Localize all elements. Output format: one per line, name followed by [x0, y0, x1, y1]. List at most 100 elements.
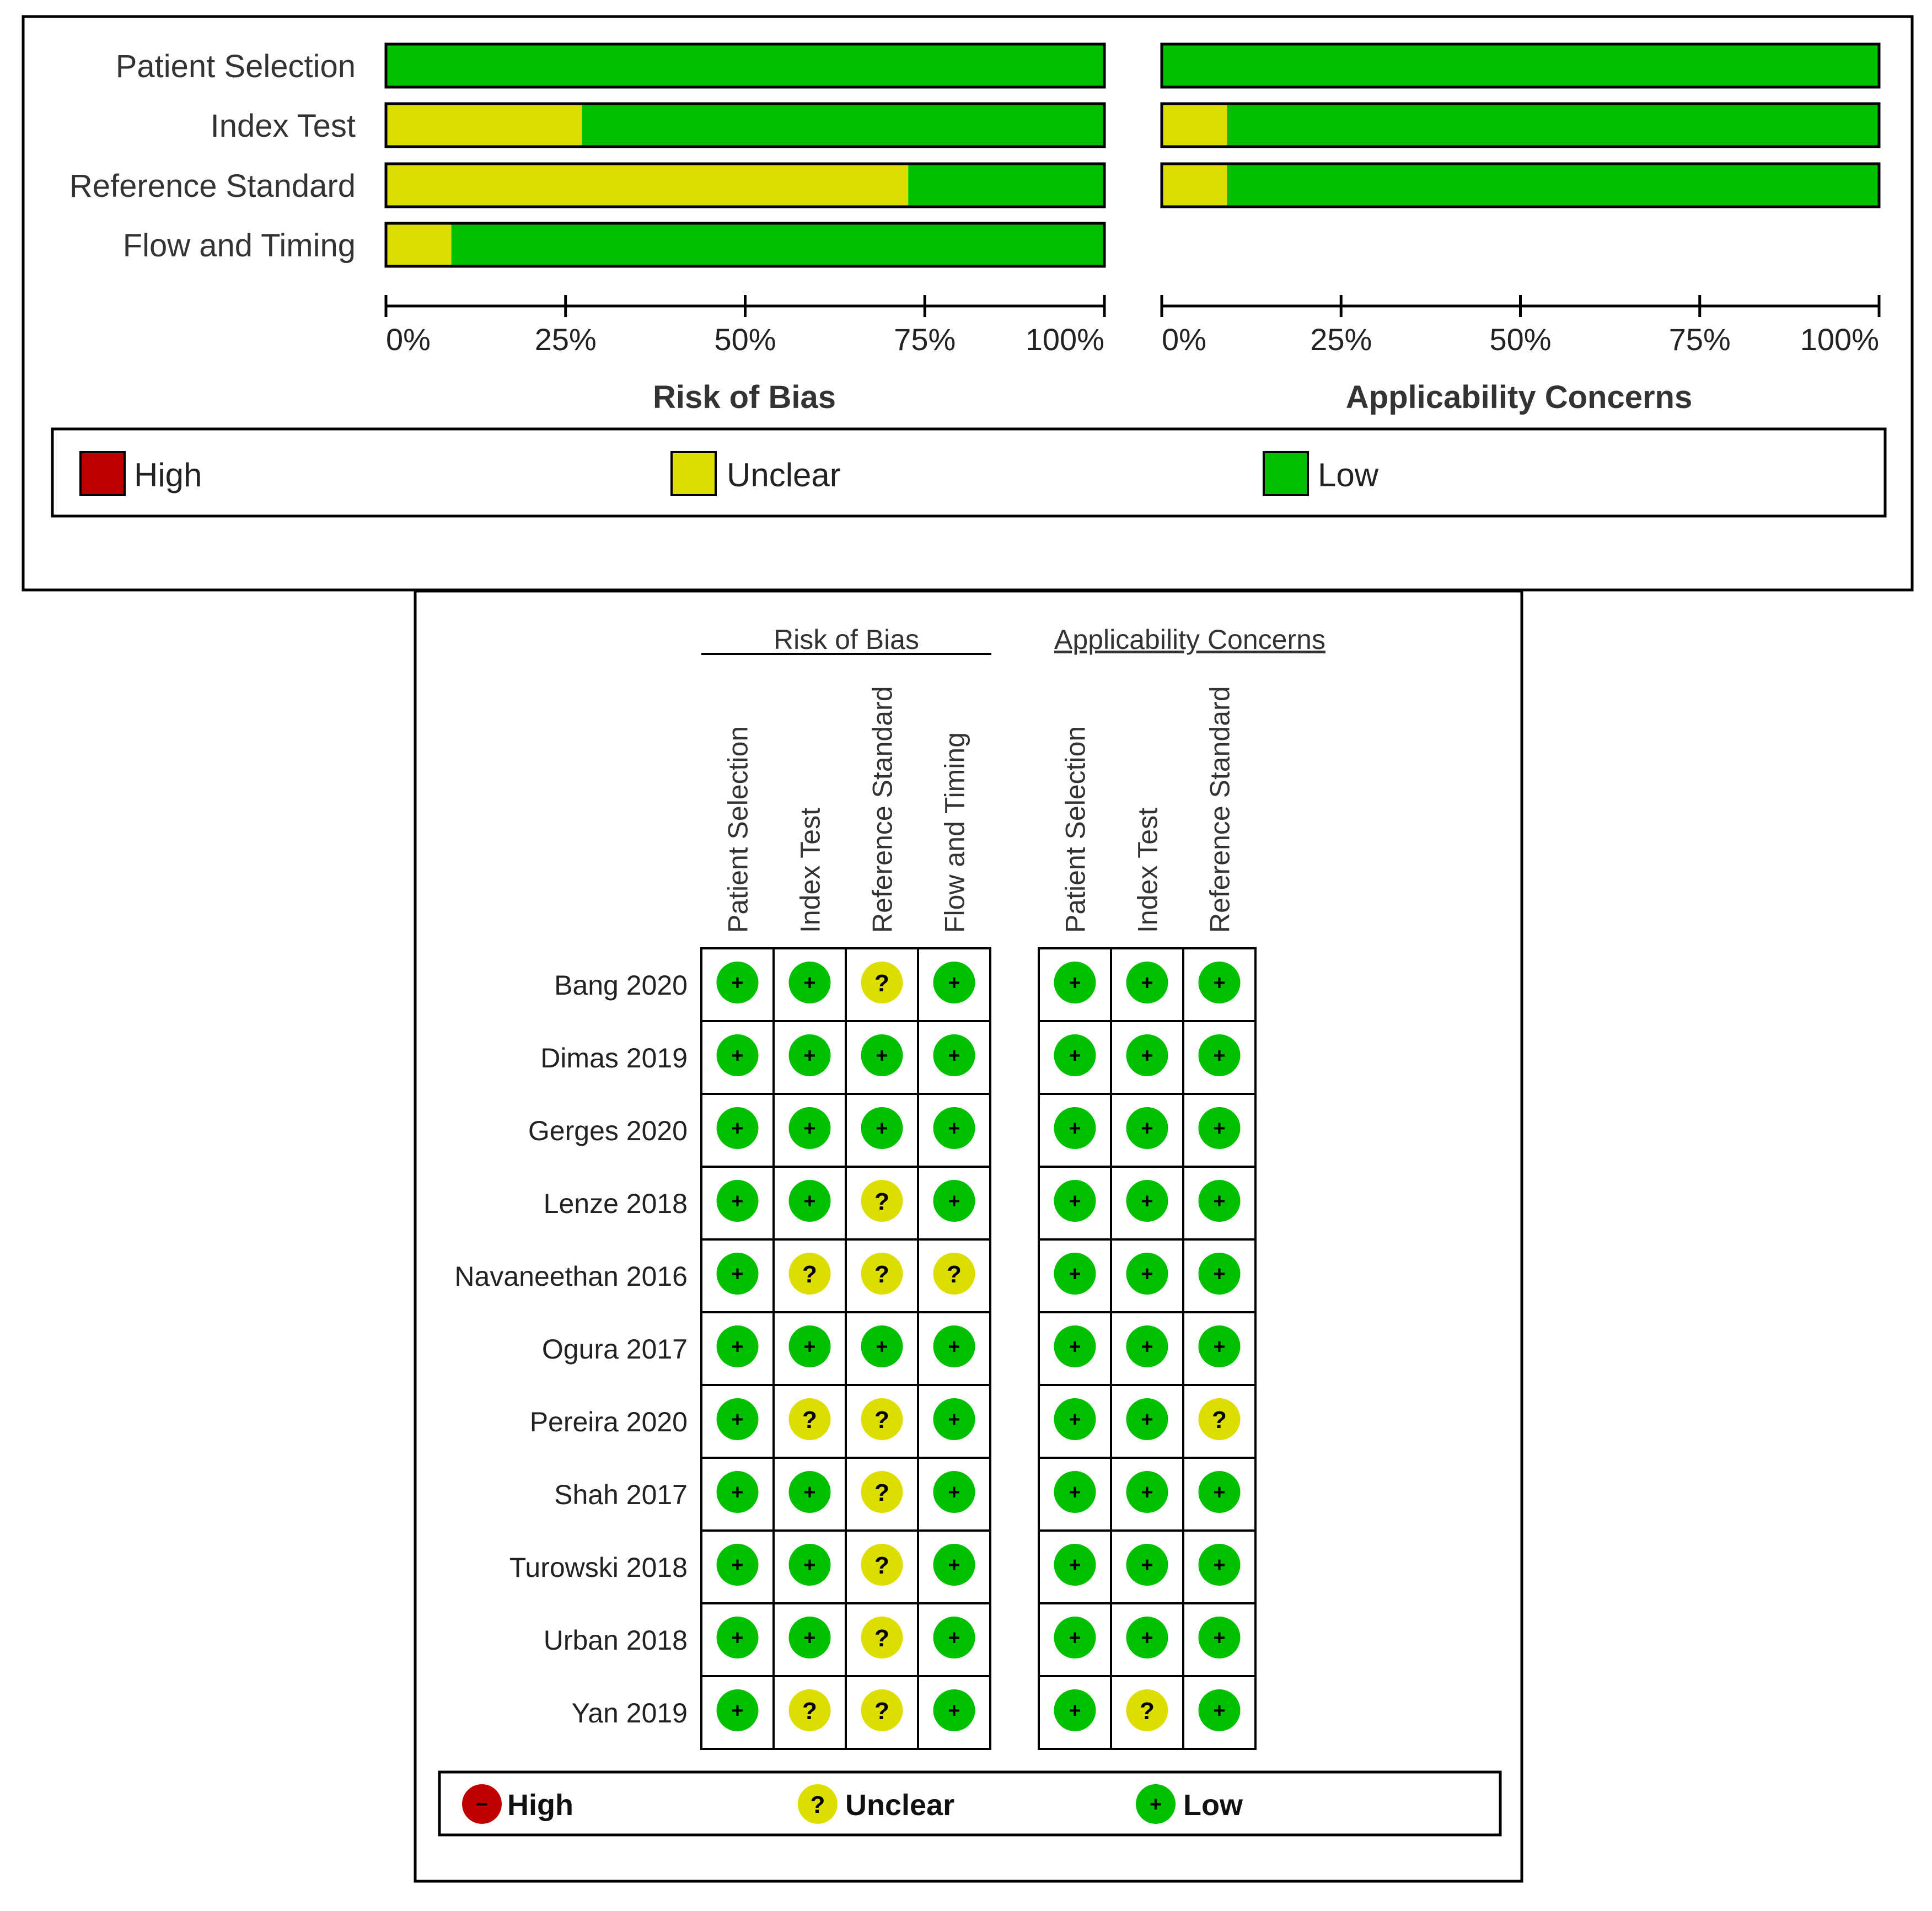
legend-unclear-label: Unclear: [727, 457, 841, 493]
rob-judgement-symbol: ?: [874, 1479, 889, 1506]
legend-high-symbol-glyph: −: [476, 1793, 488, 1816]
rob-axis-title: Risk of Bias: [653, 379, 836, 415]
rob-judgement-symbol: ?: [874, 1698, 889, 1725]
rob-column-header: Patient Selection: [723, 726, 754, 933]
rob-bar-outline: [384, 42, 1106, 89]
applicability-judgement-symbol: +: [1141, 1263, 1153, 1286]
applicability-judgement-low: [1126, 1398, 1168, 1440]
applicability-judgement-symbol: +: [1213, 1263, 1225, 1286]
rob-judgement-low: [861, 1325, 903, 1367]
rob-judgement-symbol: +: [876, 1117, 888, 1140]
applicability-judgement-low: [1054, 962, 1096, 1003]
applicability-judgement-symbol: +: [1069, 1190, 1081, 1213]
rob-judgement-unclear: [861, 1689, 903, 1731]
applicability-judgement-symbol: +: [1213, 1335, 1225, 1359]
rob-judgement-symbol: +: [803, 971, 815, 995]
applicability-judgement-low: [1126, 1253, 1168, 1295]
study-label: Pereira 2020: [530, 1407, 688, 1437]
rob-x-tick-label: 100%: [1026, 322, 1104, 357]
rob-judgement-symbol: +: [731, 1335, 743, 1359]
legend-low-symbol-glyph: +: [1150, 1793, 1162, 1816]
rob-judgement-low: [788, 962, 831, 1003]
rob-judgement-low: [788, 1617, 831, 1658]
applicability-judgement-symbol: +: [1069, 1044, 1081, 1067]
rob-judgement-symbol: ?: [802, 1407, 817, 1434]
rob-x-tick-label: 25%: [535, 322, 597, 357]
rob-cell: [700, 1020, 775, 1095]
applicability-bar-low: [1162, 44, 1879, 87]
applicability-x-tick-label: 25%: [1310, 322, 1372, 357]
applicability-judgement-unclear: [1198, 1398, 1241, 1440]
grid-legend-low-label: Low: [1183, 1789, 1243, 1822]
rob-judgement-low: [933, 1107, 975, 1149]
rob-x-tick-label: 50%: [714, 322, 776, 357]
applicability-x-tick-label: 50%: [1489, 322, 1551, 357]
rob-judgement-low: [716, 1617, 759, 1658]
rob-judgement-symbol: +: [731, 971, 743, 995]
applicability-judgement-low: [1198, 1253, 1241, 1295]
applicability-judgement-symbol: +: [1213, 1699, 1225, 1722]
applicability-x-tick-label: 75%: [1669, 322, 1731, 357]
rob-judgement-low: [933, 1689, 975, 1731]
rob-category-label: Index Test: [211, 108, 356, 144]
rob-judgement-unclear: [861, 962, 903, 1003]
applicability-judgement-low: [1198, 1689, 1241, 1731]
applicability-judgement-low: [1126, 1034, 1168, 1076]
grid-legend-box: [438, 1770, 1502, 1837]
applicability-judgement-low: [1054, 1398, 1096, 1440]
rob-judgement-low: [933, 962, 975, 1003]
rob-judgement-low: [861, 1034, 903, 1076]
rob-judgement-symbol: +: [948, 1335, 960, 1359]
applicability-judgement-low: [1054, 1107, 1096, 1149]
traffic-light-grid: Patient Selection Index Test Reference Sta…: [454, 686, 1257, 1750]
rob-judgement-unclear: [861, 1471, 903, 1513]
rob-judgement-symbol: +: [876, 1335, 888, 1359]
applicability-bar-unclear: [1162, 164, 1227, 207]
rob-judgement-symbol: ?: [802, 1261, 817, 1288]
rob-x-tick-label: 75%: [894, 322, 956, 357]
study-label: Urban 2018: [544, 1625, 688, 1656]
rob-bar-unclear: [386, 164, 909, 207]
applicability-judgement-symbol: +: [1069, 1117, 1081, 1140]
risk-of-bias-bar-chart: Patient Selection Index Test Reference Sta…: [69, 42, 1106, 357]
applicability-judgement-low: [1126, 1107, 1168, 1149]
grid-rob-header: Risk of Bias: [774, 624, 919, 655]
applicability-judgement-symbol: ?: [1212, 1407, 1227, 1434]
rob-judgement-symbol: +: [948, 1481, 960, 1504]
applicability-judgement-symbol: +: [1141, 1044, 1153, 1067]
rob-judgement-low: [716, 1253, 759, 1295]
legend-low-swatch: [1263, 451, 1309, 496]
rob-judgement-symbol: +: [731, 1481, 743, 1504]
applicability-judgement-symbol: +: [1141, 1554, 1153, 1577]
rob-judgement-symbol: +: [731, 1190, 743, 1213]
study-label: Gerges 2020: [528, 1115, 688, 1146]
applicability-judgement-low: [1054, 1325, 1096, 1367]
rob-x-tick-label: 0%: [386, 322, 431, 357]
study-label: Yan 2019: [572, 1698, 688, 1729]
applicability-bar-chart: 0% 25% 50% 75% 100%: [1160, 42, 1881, 357]
applicability-column-header: Patient Selection: [1060, 726, 1091, 933]
rob-judgement-low: [933, 1325, 975, 1367]
applicability-judgement-symbol: +: [1213, 1190, 1225, 1213]
study-label: Lenze 2018: [544, 1188, 688, 1219]
rob-judgement-low: [788, 1471, 831, 1513]
applicability-judgement-symbol: +: [1141, 1117, 1153, 1140]
study-label: Turowski 2018: [509, 1552, 688, 1583]
bar-legend-box: [51, 427, 1887, 518]
rob-judgement-symbol: ?: [874, 970, 889, 997]
rob-judgement-unclear: [861, 1398, 903, 1440]
rob-judgement-symbol: +: [731, 1699, 743, 1722]
applicability-judgement-symbol: +: [1141, 1408, 1153, 1431]
applicability-column-header: Index Test: [1133, 808, 1163, 933]
applicability-judgement-low: [1054, 1471, 1096, 1513]
rob-judgement-low: [933, 1471, 975, 1513]
applicability-judgement-low: [1198, 1544, 1241, 1586]
applicability-judgement-symbol: ?: [1140, 1698, 1155, 1725]
rob-judgement-low: [788, 1034, 831, 1076]
rob-judgement-low: [788, 1325, 831, 1367]
legend-low-symbol: [1136, 1784, 1176, 1824]
applicability-judgement-low: [1126, 1471, 1168, 1513]
rob-judgement-unclear: [788, 1398, 831, 1440]
rob-judgement-symbol: +: [948, 1554, 960, 1577]
rob-judgement-unclear: [861, 1253, 903, 1295]
